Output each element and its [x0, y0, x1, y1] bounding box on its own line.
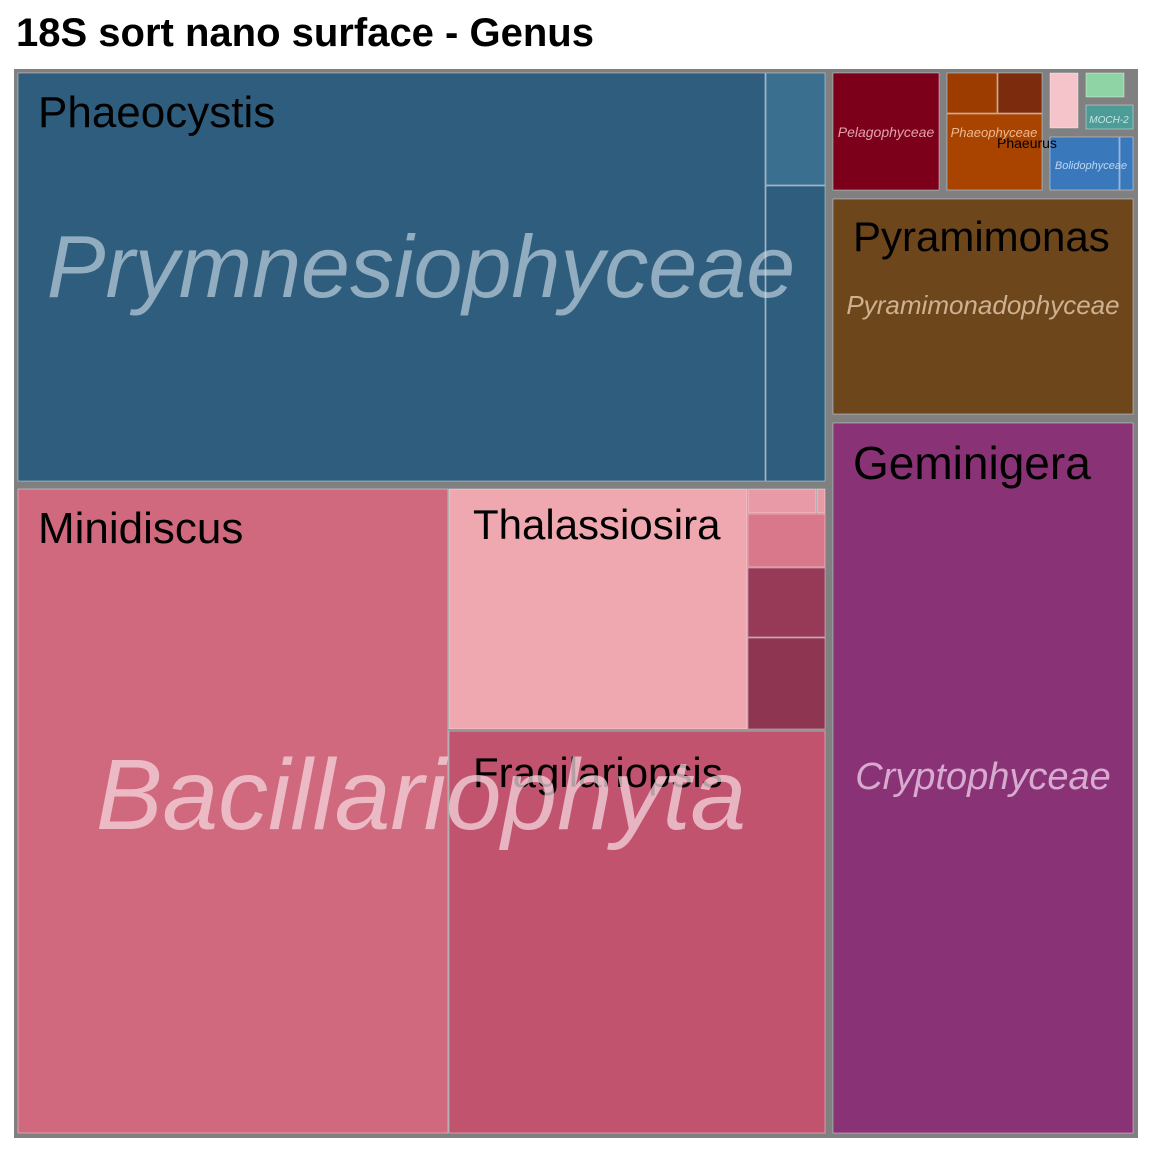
genus-label-minidiscus: Minidiscus: [38, 504, 243, 553]
tile-phaeophyceae-1: [946, 72, 998, 114]
tile-group-6-0: [1049, 72, 1079, 129]
tile-group-7-0: [1085, 72, 1125, 98]
genus-label-pyramimonas: Pyramimonas: [853, 213, 1110, 260]
class-label-bolidophyceae: Bolidophyceae: [1055, 160, 1127, 172]
class-label-pyramimonadophyceae: Pyramimonadophyceae: [846, 290, 1119, 320]
class-label-pelagophyceae: Pelagophyceae: [838, 124, 935, 140]
class-label-cryptophyceae: Cryptophyceae: [855, 756, 1111, 798]
tile-geminigera: [832, 422, 1134, 1134]
tile-bacillariophyta-7: [747, 637, 826, 730]
class-label-prymnesiophyceae: Prymnesiophyceae: [47, 217, 795, 316]
genus-label-thalassiosira: Thalassiosira: [473, 501, 721, 548]
tile-bolidophyceae-0: [1049, 136, 1120, 191]
genus-labels: Phaeocystis Minidiscus Thalassiosira Fragil…: [38, 88, 1110, 796]
tile-phaeocystis: [17, 72, 766, 482]
tile-minidiscus: [17, 488, 449, 1134]
chart-title: 18S sort nano surface - Genus: [16, 11, 594, 55]
genus-tiles: [17, 72, 1134, 1134]
tile-bolidophyceae-1: [1119, 136, 1134, 191]
genus-label-phaeocystis: Phaeocystis: [38, 88, 275, 137]
tile-phaeophyceae-2: [997, 72, 1043, 114]
genus-label-phaeurus: Phaeurus: [997, 135, 1057, 151]
tile-fragilariopsis: [448, 730, 826, 1134]
tile-moch-2-0: [1085, 104, 1134, 130]
tile-pyramimonas: [832, 198, 1134, 415]
class-label-bacillariophyta: Bacillariophyta: [96, 739, 746, 851]
class-label-phaeophyceae: Phaeophyceae: [951, 125, 1038, 140]
tile-prymnesiophyceae-2: [765, 185, 826, 482]
tile-prymnesiophyceae-1: [765, 72, 826, 186]
tile-phaeurus: [946, 113, 1043, 191]
tile-pelagophyceae-0: [832, 72, 940, 191]
genus-label-fragilariopsis: Fragilariopsis: [473, 749, 723, 796]
tile-bacillariophyta-5: [747, 513, 826, 568]
genus-label-geminigera: Geminigera: [853, 437, 1091, 489]
tile-bacillariophyta-3: [747, 488, 817, 514]
class-labels: Prymnesiophyceae Bacillariophyta Cryptophy…: [47, 115, 1129, 851]
tile-bacillariophyta-4: [816, 488, 826, 514]
tile-thalassiosira: [448, 488, 748, 730]
class-label-moch-2: MOCH-2: [1089, 115, 1129, 126]
tile-bacillariophyta-6: [747, 567, 826, 638]
